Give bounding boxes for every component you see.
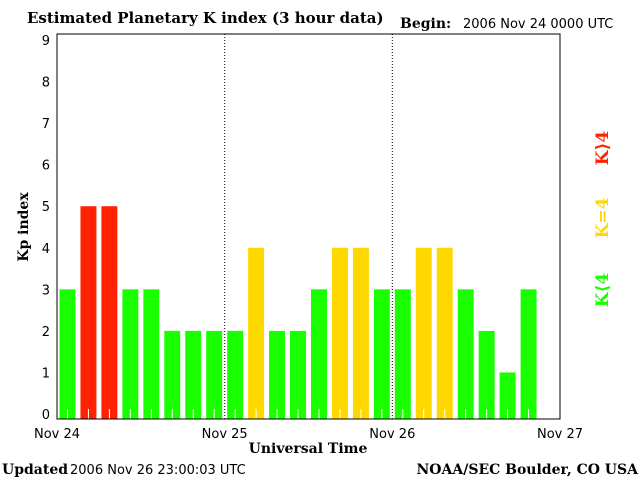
kp-bar <box>206 330 223 419</box>
kp-bar <box>80 206 97 419</box>
begin-label: Begin: <box>400 16 451 32</box>
y-tick-label: 2 <box>42 325 50 340</box>
kp-bar <box>373 289 390 419</box>
kp-bar <box>269 330 286 419</box>
kp-bar <box>394 289 411 419</box>
kp-bar <box>164 330 181 419</box>
kp-bar <box>457 289 474 419</box>
kp-bar <box>331 247 348 419</box>
y-axis-label: Kp index <box>16 192 32 262</box>
kp-bar <box>248 247 265 419</box>
kp-bar <box>290 330 306 419</box>
x-tick-label: Nov 26 <box>369 427 415 442</box>
kp-bar <box>520 289 537 419</box>
kp-bar <box>478 330 495 419</box>
kp-bar <box>499 372 516 419</box>
updated-label: Updated <box>2 462 68 478</box>
kp-bar <box>415 247 432 419</box>
kp-bar <box>101 206 118 419</box>
legend-entry: K⟨4 <box>593 273 613 308</box>
source-credit: NOAA/SEC Boulder, CO USA <box>417 462 640 478</box>
y-tick-label: 7 <box>42 117 50 132</box>
x-tick-label: Nov 27 <box>537 427 583 442</box>
kp-bar <box>59 289 76 419</box>
kp-bar <box>352 247 369 419</box>
kp-bar <box>143 289 160 419</box>
x-tick-label: Nov 25 <box>202 427 248 442</box>
y-tick-label: 5 <box>42 200 50 215</box>
kp-bar <box>122 289 139 419</box>
y-tick-label: 1 <box>42 366 50 381</box>
updated-value: 2006 Nov 26 23:00:03 UTC <box>70 463 246 478</box>
y-tick-label: 4 <box>42 242 50 257</box>
begin-value: 2006 Nov 24 0000 UTC <box>463 17 613 32</box>
x-tick-label: Nov 24 <box>34 427 80 442</box>
x-axis-label: Universal Time <box>249 441 368 457</box>
chart-title: Estimated Planetary K index (3 hour data… <box>27 9 384 27</box>
y-tick-label: 8 <box>42 76 50 91</box>
y-tick-label: 3 <box>42 283 50 298</box>
legend-entry: K=4 <box>593 197 613 238</box>
y-tick-label: 9 <box>42 34 50 49</box>
kp-bar <box>436 247 453 419</box>
kp-bar <box>227 330 244 419</box>
legend-entry: K⟩4 <box>593 131 613 166</box>
y-tick-label: 0 <box>42 408 50 423</box>
plot-frame <box>56 33 561 420</box>
kp-bar <box>311 289 327 419</box>
y-tick-label: 6 <box>42 159 50 174</box>
kp-bar <box>185 330 202 419</box>
